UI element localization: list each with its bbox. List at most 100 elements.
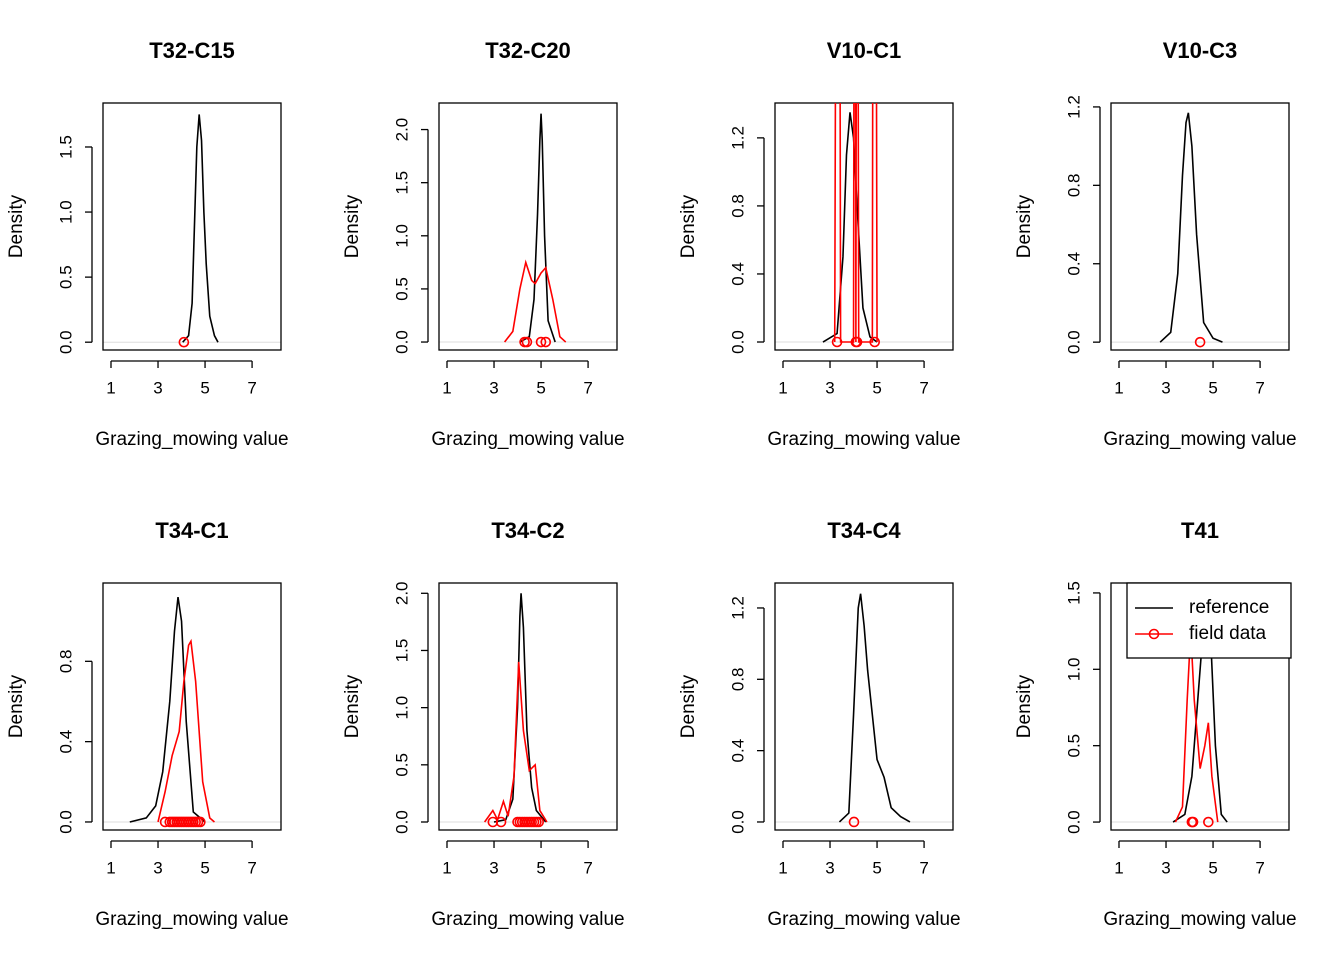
plot-box bbox=[774, 102, 954, 351]
x-tick-label: 5 bbox=[872, 378, 881, 397]
y-tick-label: 0.0 bbox=[1064, 810, 1083, 834]
panel-title: T32-C20 bbox=[485, 38, 571, 63]
panel: T41 Grazing_mowing value Density 1 3 5 7 0.0 0.5… bbox=[1014, 518, 1297, 930]
plot-area bbox=[838, 593, 911, 823]
y-tick-label: 0.0 bbox=[728, 810, 747, 834]
y-tick-label: 0.5 bbox=[56, 265, 75, 289]
y-tick-label: 1.2 bbox=[728, 596, 747, 620]
y-tick-label: 0.4 bbox=[56, 730, 75, 754]
x-tick-label: 1 bbox=[106, 378, 115, 397]
x-tick-label: 1 bbox=[778, 858, 787, 877]
plot-area bbox=[129, 596, 215, 823]
field-point bbox=[533, 816, 544, 828]
legend-box bbox=[1126, 582, 1292, 659]
panel: T32-C20 Grazing_mowing value Density 1 3 5 7 0.… bbox=[342, 38, 625, 450]
density-line bbox=[519, 113, 556, 343]
panel: T34-C4 Grazing_mowing value Density 1 3 5 7 0.0… bbox=[678, 518, 961, 930]
x-tick-label: 5 bbox=[200, 858, 209, 877]
y-axis-label: Density bbox=[678, 194, 699, 258]
density-line bbox=[493, 593, 547, 823]
y-tick-label: 1.0 bbox=[392, 696, 411, 720]
x-tick-label: 3 bbox=[489, 858, 498, 877]
panel-title: T34-C1 bbox=[155, 518, 228, 543]
field-point bbox=[495, 816, 507, 828]
field-point bbox=[851, 336, 863, 348]
x-tick-label: 7 bbox=[247, 858, 256, 877]
x-tick-label: 7 bbox=[583, 858, 592, 877]
x-axis-label: Grazing_mowing value bbox=[95, 909, 288, 930]
y-tick-label: 1.0 bbox=[1064, 657, 1083, 681]
x-tick-label: 5 bbox=[536, 378, 545, 397]
density-line bbox=[129, 596, 206, 823]
field-point bbox=[1203, 816, 1214, 828]
density-line bbox=[838, 593, 911, 823]
y-tick-label: 2.0 bbox=[392, 118, 411, 142]
y-axis-label: Density bbox=[342, 194, 363, 258]
y-tick-label: 0.5 bbox=[1064, 734, 1083, 758]
x-axis-label: Grazing_mowing value bbox=[1103, 909, 1296, 930]
y-tick-label: 0.4 bbox=[728, 262, 747, 286]
y-tick-label: 1.5 bbox=[1064, 581, 1083, 605]
y-tick-label: 1.5 bbox=[56, 135, 75, 159]
x-tick-label: 1 bbox=[106, 858, 115, 877]
plot-box bbox=[438, 582, 618, 831]
x-tick-label: 5 bbox=[1208, 858, 1217, 877]
x-axis-label: Grazing_mowing value bbox=[1103, 429, 1296, 450]
y-tick-label: 0.0 bbox=[392, 810, 411, 834]
y-axis-label: Density bbox=[342, 674, 363, 738]
y-tick-label: 0.0 bbox=[728, 330, 747, 354]
y-tick-label: 0.0 bbox=[392, 330, 411, 354]
field-point bbox=[195, 816, 206, 828]
plot-area bbox=[182, 114, 219, 343]
y-tick-label: 1.0 bbox=[392, 224, 411, 248]
y-axis-label: Density bbox=[1014, 674, 1035, 738]
field-point bbox=[178, 336, 190, 348]
panel: V10-C3 Grazing_mowing value Density 1 3 5 7 0.0… bbox=[1014, 38, 1297, 450]
x-tick-label: 3 bbox=[825, 858, 834, 877]
x-tick-label: 5 bbox=[1208, 378, 1217, 397]
plot-box bbox=[774, 582, 954, 831]
density-line bbox=[1174, 631, 1219, 823]
y-tick-label: 0.0 bbox=[56, 330, 75, 354]
panel-title: T41 bbox=[1181, 518, 1219, 543]
y-tick-label: 0.8 bbox=[56, 649, 75, 673]
field-point bbox=[848, 816, 860, 828]
plot-area bbox=[1159, 112, 1223, 343]
panel: T32-C15 Grazing_mowing value Density 1 3 5 7 0.… bbox=[6, 38, 289, 450]
x-tick-label: 3 bbox=[825, 378, 834, 397]
x-tick-label: 1 bbox=[1114, 858, 1123, 877]
x-tick-label: 5 bbox=[536, 858, 545, 877]
field-point bbox=[1194, 336, 1206, 348]
y-tick-label: 2.0 bbox=[392, 581, 411, 605]
legend-label: field data bbox=[1189, 623, 1267, 644]
x-tick-label: 7 bbox=[919, 378, 928, 397]
x-tick-label: 7 bbox=[583, 378, 592, 397]
field-point bbox=[831, 336, 843, 348]
x-tick-label: 3 bbox=[153, 858, 162, 877]
x-tick-label: 7 bbox=[919, 858, 928, 877]
plot-box bbox=[102, 582, 282, 831]
y-axis-label: Density bbox=[1014, 194, 1035, 258]
y-axis-label: Density bbox=[6, 194, 27, 258]
x-tick-label: 5 bbox=[872, 858, 881, 877]
x-axis-label: Grazing_mowing value bbox=[767, 909, 960, 930]
y-tick-label: 0.4 bbox=[1064, 252, 1083, 276]
y-axis-label: Density bbox=[6, 674, 27, 738]
field-point bbox=[1187, 816, 1199, 828]
density-line bbox=[182, 114, 219, 343]
y-tick-label: 0.5 bbox=[392, 277, 411, 301]
x-tick-label: 1 bbox=[1114, 378, 1123, 397]
panel: V10-C1 Grazing_mowing value Density 1 3 5 7 0.0… bbox=[678, 38, 961, 450]
y-tick-label: 0.8 bbox=[1064, 174, 1083, 198]
density-line bbox=[503, 259, 567, 343]
y-axis-label: Density bbox=[678, 674, 699, 738]
density-line bbox=[483, 661, 548, 823]
density-line bbox=[1159, 112, 1223, 343]
y-tick-label: 0.0 bbox=[1064, 330, 1083, 354]
x-axis-label: Grazing_mowing value bbox=[767, 429, 960, 450]
legend-label: reference bbox=[1189, 597, 1269, 618]
field-point bbox=[521, 336, 533, 348]
x-tick-label: 7 bbox=[247, 378, 256, 397]
y-tick-label: 1.5 bbox=[392, 639, 411, 663]
